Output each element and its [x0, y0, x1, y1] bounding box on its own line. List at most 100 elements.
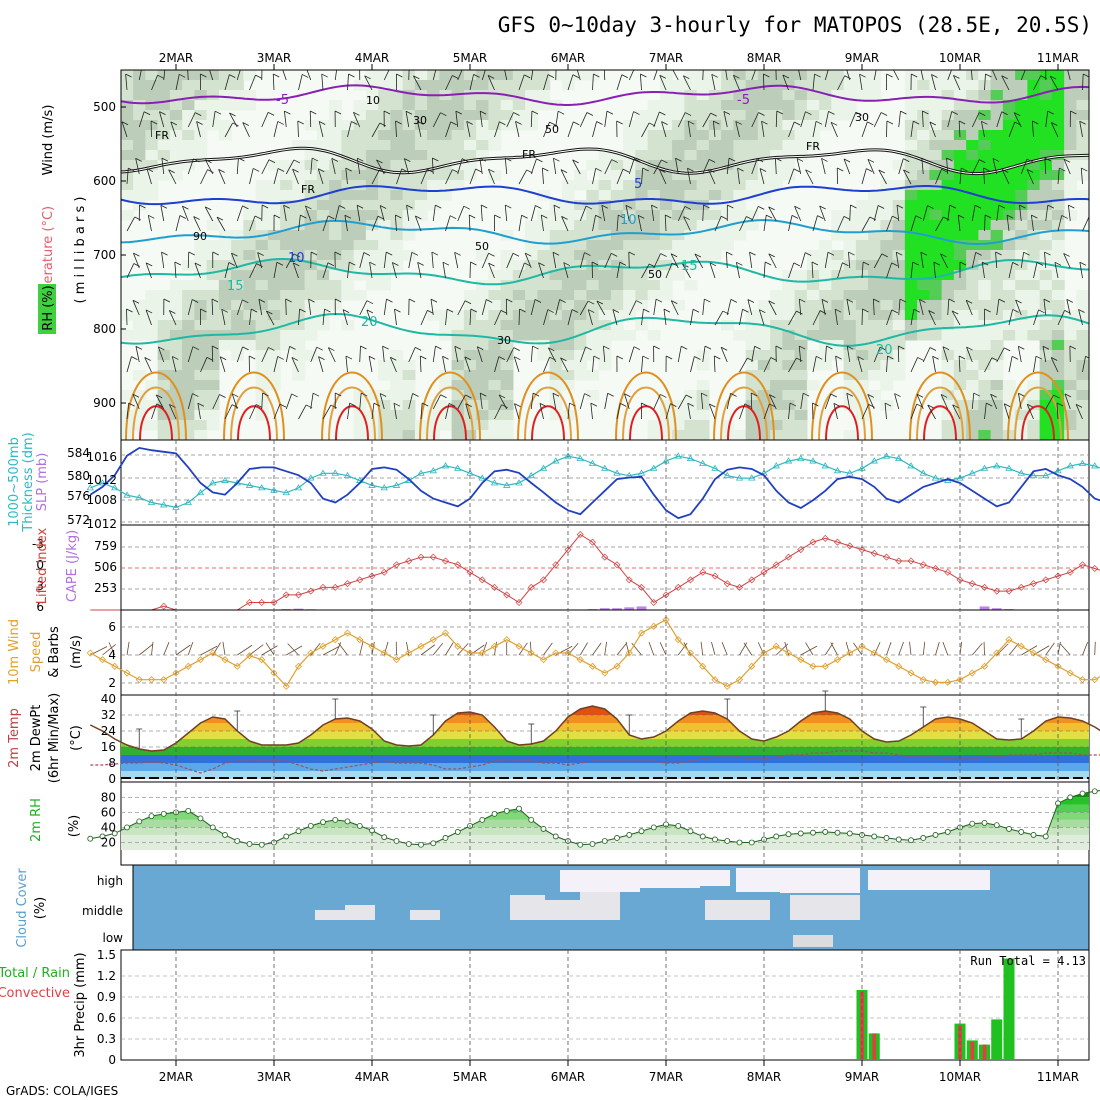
ylabel-rh: RH (%): [41, 285, 56, 330]
rh-cell: [806, 330, 820, 341]
thickness-point: [319, 469, 327, 476]
wind-barb: [392, 262, 397, 279]
rh-cell: [243, 240, 257, 251]
rh-cell: [868, 230, 881, 241]
rh-cell: [133, 130, 146, 141]
wind-barb: [857, 356, 863, 373]
rh-cell: [721, 180, 734, 191]
rh-cell: [733, 210, 747, 221]
rh-cell: [182, 160, 195, 171]
wind-barb-flag: [534, 64, 540, 67]
wind-barb: [919, 299, 924, 316]
rh-cell: [451, 390, 465, 401]
thickness-point: [135, 493, 143, 501]
rh-cell: [598, 260, 612, 271]
wind-barb-flag: [628, 251, 635, 256]
wind-barb-flag: [142, 64, 148, 67]
wind-barb-flag: [940, 253, 947, 258]
wind-barb: [1093, 205, 1094, 221]
rh-cell: [365, 90, 379, 101]
rh-cell: [647, 200, 661, 211]
rh-cell: [929, 120, 943, 131]
rh-cell: [231, 100, 244, 111]
contour-label-fr1: FR: [155, 129, 169, 142]
wind10-speed-point: [833, 656, 842, 664]
wind-barb-flag: [242, 205, 249, 210]
warm-dome: [825, 405, 859, 440]
rh-cell: [880, 180, 894, 191]
wind-barb-flag: [933, 261, 941, 266]
rh-cell: [929, 130, 943, 141]
rh-cell: [770, 160, 783, 171]
rh-cell: [1064, 80, 1077, 91]
rh2m-point: [895, 836, 902, 843]
rh-cell: [1051, 350, 1065, 361]
lifted-index-point: [870, 549, 878, 557]
wind-barb: [624, 393, 630, 410]
wind-barb: [922, 205, 928, 222]
wind-barb: [419, 355, 422, 373]
rh-cell: [182, 150, 195, 161]
rh-cell: [145, 290, 159, 301]
wind-barb: [920, 252, 924, 269]
slp-tick-label: 1016: [86, 450, 117, 464]
wind-barb: [310, 393, 314, 410]
wind-barb-flag: [415, 347, 422, 351]
wind-barb-flag: [360, 345, 367, 350]
rh-cell: [966, 160, 979, 171]
rh-cell: [659, 120, 673, 131]
lifted-index-point: [638, 583, 645, 591]
slp-tick-label: 1012: [86, 517, 117, 531]
rh-cell: [978, 330, 992, 341]
rh-cell: [831, 320, 845, 331]
lifted-index-point: [674, 583, 682, 591]
wind-barb-flag: [405, 110, 413, 115]
thickness-point: [564, 452, 572, 459]
rh-cell: [757, 350, 771, 361]
rh-cell: [978, 100, 992, 111]
rh-cell: [439, 140, 453, 151]
rh-cell: [1015, 70, 1028, 81]
rh-cell: [892, 280, 906, 291]
wind-barb: [1020, 252, 1025, 269]
rh-cell: [549, 360, 563, 371]
wind-barb: [628, 111, 634, 128]
wind-barb-flag: [624, 393, 631, 398]
rh-cell: [1051, 330, 1065, 341]
rh-cell: [941, 350, 955, 361]
rh-cell: [537, 350, 551, 361]
slp-grid: [121, 454, 1089, 523]
wind-barb-flag: [391, 66, 397, 69]
rh-cell: [635, 140, 649, 151]
rh-cell: [390, 190, 404, 201]
rh-cell: [133, 320, 146, 331]
rh-cell: [880, 320, 894, 331]
wind-barb-flag: [867, 121, 874, 126]
rh2m-point: [418, 841, 424, 848]
rh-cell: [353, 130, 367, 141]
rh-cell: [537, 300, 551, 311]
wind-barb-flag: [843, 158, 851, 163]
wind-barb: [971, 159, 980, 175]
wind-barb: [321, 74, 324, 91]
wind-barb: [187, 70, 189, 81]
rh2m-point: [479, 816, 486, 823]
wind10-speed-point: [809, 662, 817, 670]
wind-barb-flag: [255, 74, 262, 79]
rh-cell: [182, 370, 195, 381]
rh-cell: [757, 420, 771, 431]
wind-barb: [708, 403, 716, 420]
rh-cell: [647, 190, 661, 201]
wind-barb-flag: [596, 300, 604, 305]
wind-barb: [641, 356, 644, 373]
rh-cell: [770, 290, 783, 301]
wind-barb-flag: [261, 204, 269, 209]
wind-barb-flag: [622, 168, 630, 173]
rh-cell: [917, 150, 930, 161]
rh-cell: [378, 70, 391, 81]
wind10-barb: [1008, 642, 1020, 656]
rh-label-30b: 30: [855, 111, 869, 124]
wind10-barb: [432, 642, 444, 656]
rh-cell: [868, 370, 881, 381]
rh-cell: [414, 110, 428, 121]
